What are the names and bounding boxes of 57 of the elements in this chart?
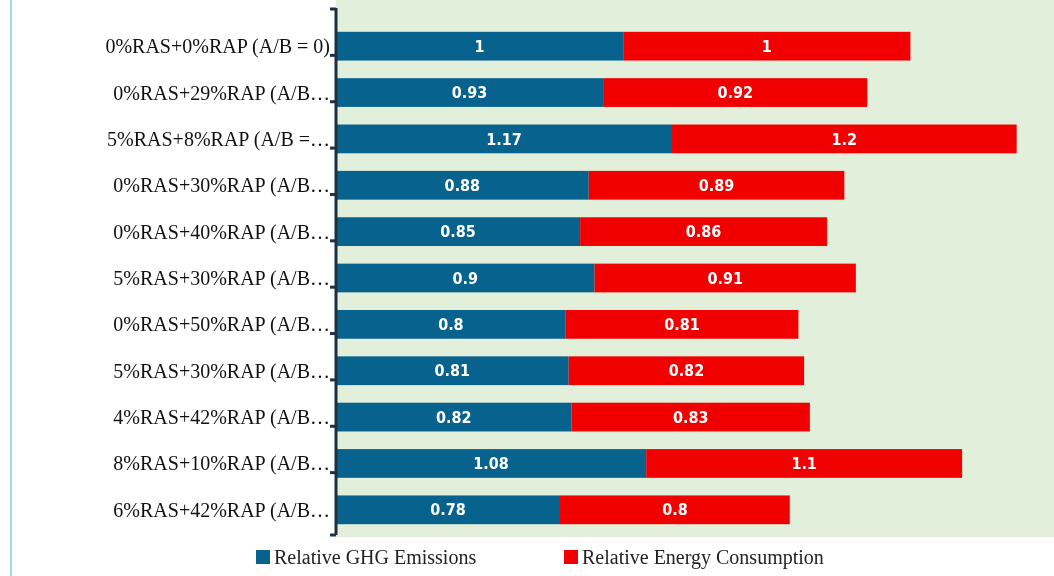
bar <box>336 309 566 339</box>
data-label: 1 <box>761 36 772 56</box>
bar <box>336 356 569 386</box>
bar <box>588 170 845 200</box>
bar <box>560 495 790 525</box>
data-label: 0.86 <box>685 222 722 242</box>
y-tick-label: 0%RAS+50%RAP (A/B… <box>113 313 330 337</box>
data-label: 0.83 <box>672 407 709 427</box>
data-label: 0.93 <box>451 83 488 103</box>
bar <box>336 124 673 154</box>
bar <box>623 31 911 61</box>
y-tick-label: 0%RAS+40%RAP (A/B… <box>113 220 330 244</box>
bar <box>336 170 589 200</box>
data-label: 0.89 <box>698 175 735 195</box>
data-label: 0.82 <box>668 361 705 381</box>
data-label: 0.82 <box>435 407 472 427</box>
data-label: 0.8 <box>438 314 464 334</box>
bar <box>336 78 604 107</box>
data-label: 1.17 <box>486 129 522 149</box>
y-tick-label: 0%RAS+29%RAP (A/B… <box>113 81 330 105</box>
y-tick-label: 4%RAS+42%RAP (A/B… <box>113 406 330 430</box>
data-label: 0.81 <box>664 314 700 334</box>
y-tick-label: 0%RAS+0%RAP (A/B = 0) <box>105 35 330 59</box>
y-tick-label: 8%RAS+10%RAP (A/B… <box>113 452 330 476</box>
data-label: 1.1 <box>791 454 817 474</box>
bar <box>571 402 810 432</box>
data-label: 1.08 <box>473 454 509 474</box>
data-label: 0.91 <box>707 268 743 288</box>
y-tick-label: 6%RAS+42%RAP (A/B… <box>113 498 330 522</box>
data-label: 0.9 <box>452 268 478 288</box>
data-label: 0.8 <box>662 500 688 520</box>
bar <box>580 217 828 247</box>
legend-label: Relative Energy Consumption <box>582 546 824 569</box>
bar <box>565 309 799 339</box>
bar <box>336 263 595 293</box>
bar <box>646 449 963 478</box>
bar <box>594 263 856 293</box>
bar <box>336 402 572 432</box>
bar <box>672 124 1017 154</box>
bar <box>568 356 805 386</box>
bar <box>603 78 868 107</box>
y-tick-label: 5%RAS+30%RAP (A/B… <box>113 267 330 290</box>
y-tick-label: 5%RAS+30%RAP (A/B… <box>113 359 330 383</box>
data-label: 0.88 <box>444 175 481 195</box>
legend-label: Relative GHG Emissions <box>274 546 477 568</box>
bar <box>336 495 561 525</box>
y-tick-label: 0%RAS+30%RAP (A/B… <box>113 174 330 198</box>
data-label: 0.81 <box>434 361 471 381</box>
bar <box>336 31 624 61</box>
data-label: 1 <box>474 36 485 56</box>
data-label: 1.2 <box>831 129 858 149</box>
y-tick-label: 5%RAS+8%RAP (A/B =… <box>107 127 330 151</box>
data-label: 0.92 <box>717 83 753 103</box>
data-label: 0.85 <box>440 222 476 242</box>
data-label: 0.78 <box>430 500 466 520</box>
bar <box>336 217 581 247</box>
bar <box>336 449 647 478</box>
